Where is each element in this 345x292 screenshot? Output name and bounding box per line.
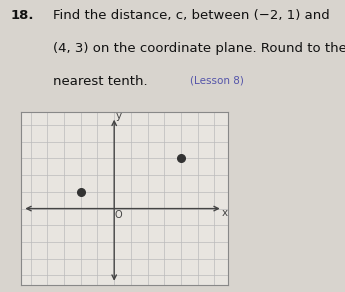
Text: x: x bbox=[222, 208, 228, 218]
Text: O: O bbox=[114, 210, 122, 220]
Text: Find the distance, c, between (−2, 1) and: Find the distance, c, between (−2, 1) an… bbox=[53, 9, 330, 22]
Text: (4, 3) on the coordinate plane. Round to the: (4, 3) on the coordinate plane. Round to… bbox=[53, 42, 345, 55]
Text: y: y bbox=[116, 111, 122, 121]
Text: 18.: 18. bbox=[10, 9, 34, 22]
Text: (Lesson 8): (Lesson 8) bbox=[190, 75, 244, 86]
Text: nearest tenth.: nearest tenth. bbox=[53, 75, 152, 88]
